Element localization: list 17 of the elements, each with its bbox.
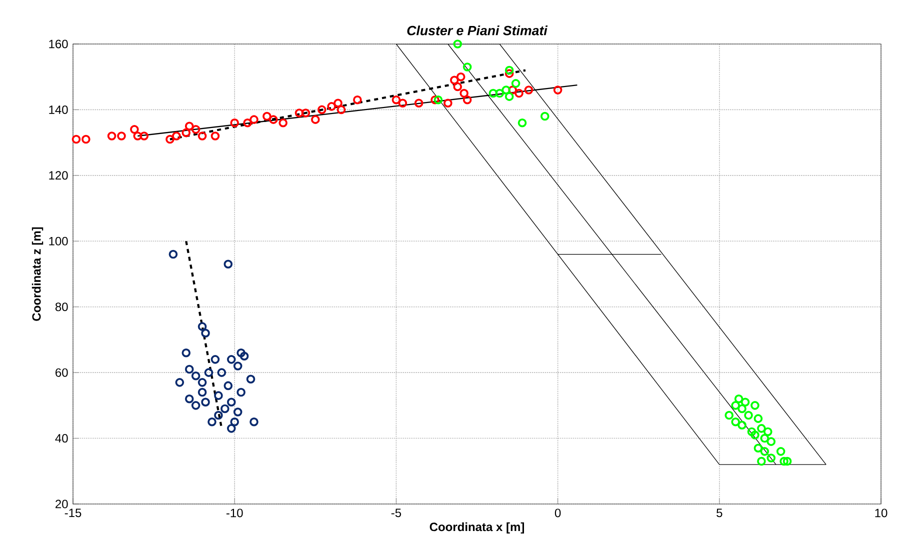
y-tick-label: 80 — [55, 302, 68, 312]
y-tick-label: 140 — [49, 105, 68, 114]
y-tick-label: 20 — [56, 500, 68, 508]
x-tick-label: -15 — [64, 508, 82, 518]
y-tick-label: 120 — [49, 171, 68, 180]
chart-title: Cluster e Piani Stimati — [407, 25, 548, 36]
x-tick-label: 0 — [554, 508, 561, 518]
y-tick-label: 160 — [49, 40, 68, 48]
y-axis-title: Coordinata z [m] — [32, 227, 44, 321]
x-tick-label: 10 — [875, 508, 888, 518]
y-tick-label: 100 — [49, 236, 68, 246]
y-tick-label: 60 — [56, 368, 68, 377]
x-tick-label: -5 — [391, 508, 402, 518]
x-tick-label: -10 — [226, 508, 243, 518]
x-tick-label: 5 — [716, 508, 722, 518]
y-tick-label: 40 — [55, 434, 68, 443]
x-axis-title: Coordinata x [m] — [430, 522, 524, 534]
